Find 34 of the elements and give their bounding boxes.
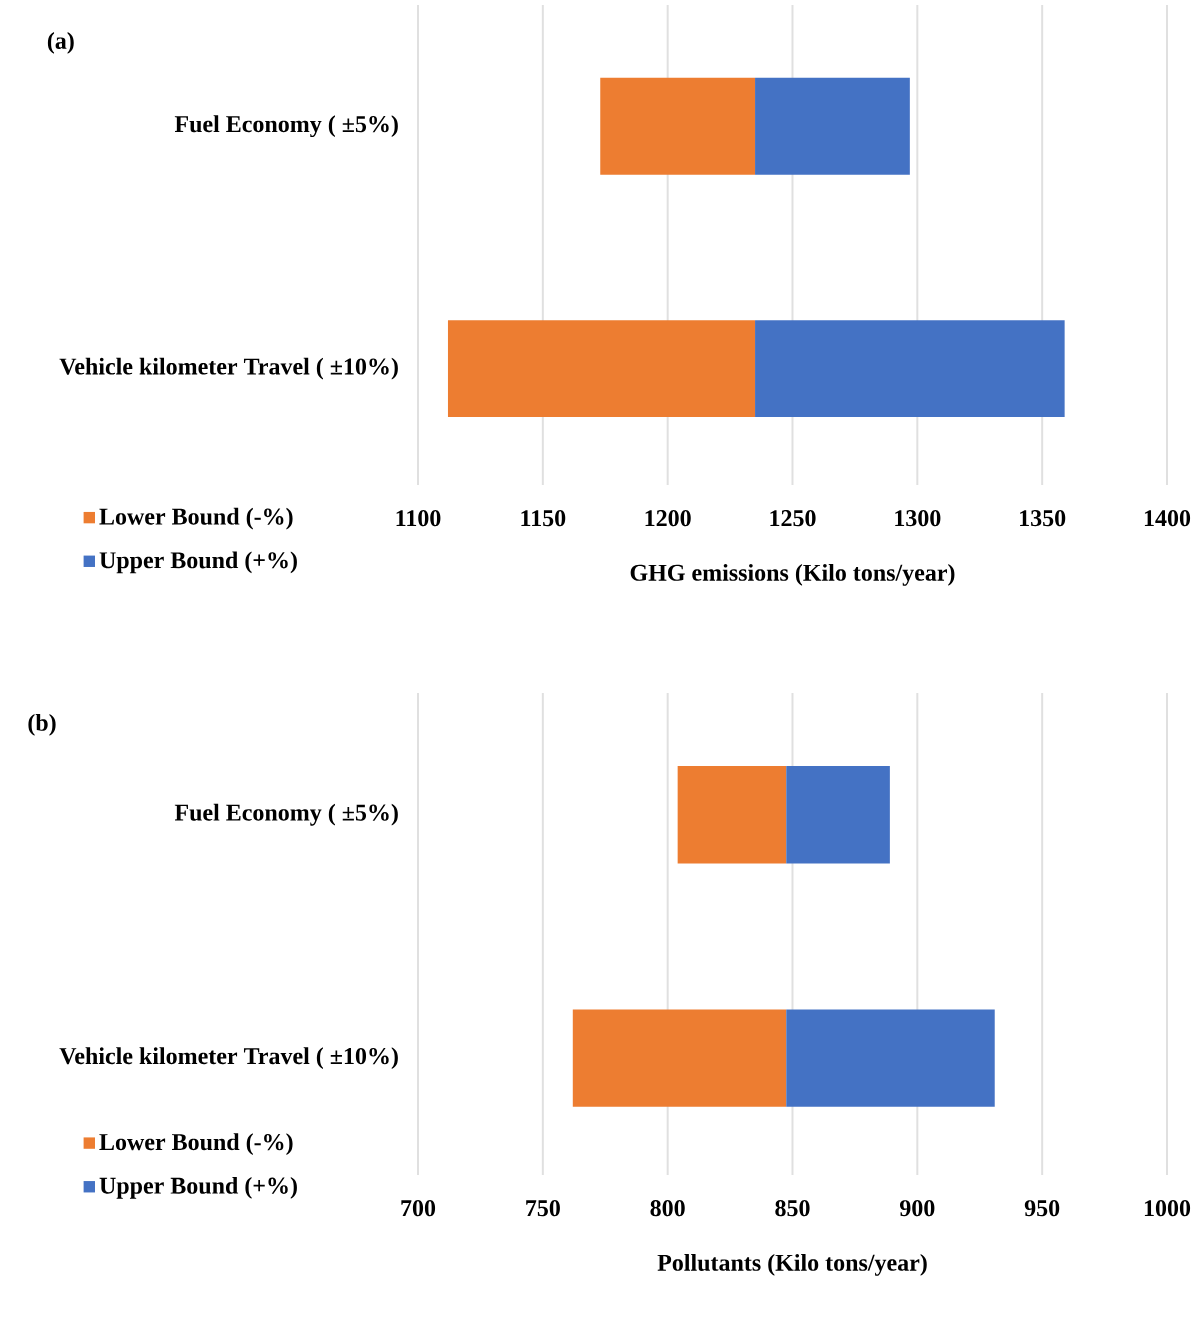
y-tick-label: Fuel Economy ( ±5%) bbox=[174, 803, 398, 826]
bar bbox=[447, 320, 756, 418]
x-tick-label: 1150 bbox=[521, 510, 566, 527]
legend-label: Lower Bound (-%) bbox=[99, 1133, 293, 1156]
x-tick-label: 750 bbox=[526, 1200, 560, 1217]
x-tick-label: 1300 bbox=[895, 510, 941, 527]
x-tick-label: 900 bbox=[899, 1200, 935, 1217]
y-tick-label: Fuel Economy ( ±5%) bbox=[174, 115, 398, 138]
bar bbox=[786, 1009, 995, 1107]
y-tick-label: Vehicle kilometer Travel ( ±10%) bbox=[59, 357, 398, 380]
x-tick-label: 800 bbox=[650, 1200, 685, 1217]
x-tick-label: 1100 bbox=[396, 510, 441, 527]
x-tick-label: 1000 bbox=[1144, 1200, 1191, 1217]
x-tick-label: 850 bbox=[775, 1200, 810, 1217]
legend-label: Lower Bound (-%) bbox=[99, 507, 293, 530]
bar bbox=[755, 320, 1065, 418]
x-axis-title: Pollutants (Kilo tons/year) bbox=[657, 1253, 927, 1276]
x-tick-label: 1200 bbox=[645, 510, 691, 527]
bar bbox=[600, 77, 756, 175]
bar bbox=[786, 766, 890, 864]
bar bbox=[755, 77, 910, 175]
y-tick-label: Vehicle kilometer Travel ( ±10%) bbox=[59, 1047, 398, 1070]
legend-label: Upper Bound (+%) bbox=[99, 551, 297, 574]
bar bbox=[677, 766, 787, 864]
x-tick-label: 1250 bbox=[770, 510, 816, 527]
bar bbox=[572, 1009, 787, 1107]
x-tick-label: 700 bbox=[401, 1200, 436, 1217]
x-tick-label: 1350 bbox=[1020, 510, 1066, 527]
text: (b) bbox=[28, 713, 56, 736]
x-tick-label: 950 bbox=[1024, 1200, 1060, 1217]
text: (a) bbox=[47, 32, 74, 54]
x-axis-title: GHG emissions (Kilo tons/year) bbox=[630, 563, 955, 586]
x-tick-label: 1400 bbox=[1144, 510, 1191, 527]
legend-label: Upper Bound (+%) bbox=[99, 1176, 297, 1199]
